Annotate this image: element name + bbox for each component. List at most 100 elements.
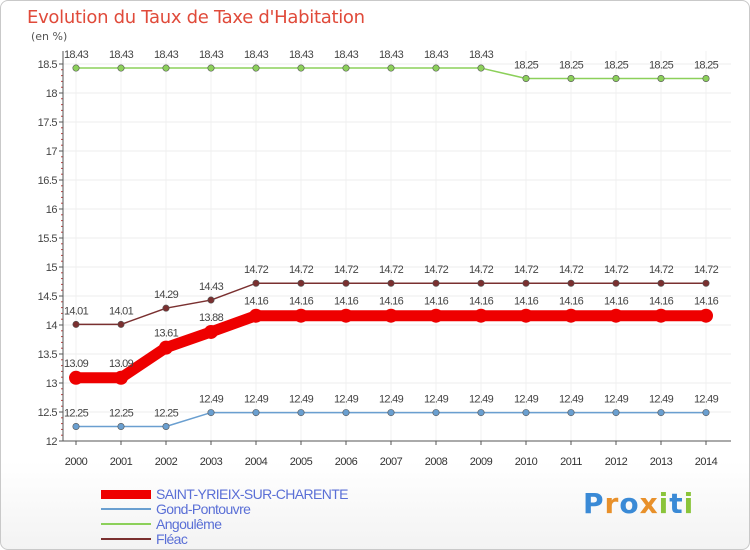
data-point (657, 409, 665, 417)
data-label: 14.16 (469, 296, 494, 308)
data-label: 14.16 (694, 296, 719, 308)
y-tick-label: 13 (46, 378, 58, 390)
data-point (564, 308, 578, 323)
data-label: 18.43 (244, 49, 269, 61)
data-point (429, 308, 443, 323)
data-point (252, 279, 260, 287)
data-label: 14.72 (559, 264, 584, 276)
data-label: 18.43 (469, 49, 494, 61)
data-label: 12.49 (289, 394, 314, 406)
y-tick-label: 12.5 (38, 407, 58, 419)
data-point (72, 422, 80, 430)
data-point (72, 320, 80, 328)
data-point (522, 409, 530, 417)
data-point (207, 64, 215, 72)
data-label: 13.09 (109, 358, 134, 370)
data-label: 14.01 (109, 305, 134, 317)
data-point (387, 279, 395, 287)
x-tick-label: 2013 (650, 456, 673, 468)
legend-swatch (101, 538, 151, 540)
x-tick-label: 2004 (245, 456, 268, 468)
data-point (204, 324, 218, 339)
data-label: 18.43 (199, 49, 224, 61)
proxiti-logo: Proxiti (583, 487, 695, 520)
data-label: 13.09 (64, 358, 89, 370)
legend-swatch (101, 523, 151, 525)
data-label: 18.25 (514, 60, 539, 72)
data-point (342, 279, 350, 287)
data-label: 14.16 (559, 296, 584, 308)
x-tick-label: 2008 (425, 456, 448, 468)
data-label: 12.49 (244, 394, 269, 406)
data-point (609, 308, 623, 323)
data-label: 18.43 (424, 49, 449, 61)
data-label: 14.16 (514, 296, 539, 308)
data-label: 18.43 (154, 49, 179, 61)
data-point (522, 279, 530, 287)
legend-item-angouleme: Angoulême (101, 516, 401, 532)
data-label: 14.01 (64, 305, 89, 317)
data-point (567, 75, 575, 83)
data-point (612, 279, 620, 287)
data-point (612, 75, 620, 83)
data-label: 13.88 (199, 312, 224, 324)
data-point (702, 279, 710, 287)
data-point (162, 422, 170, 430)
legend-swatch (101, 490, 151, 499)
x-tick-label: 2012 (605, 456, 628, 468)
x-tick-label: 2014 (695, 456, 718, 468)
data-label: 14.72 (649, 264, 674, 276)
data-label: 14.29 (154, 289, 179, 301)
y-tick-label: 14 (46, 320, 58, 332)
data-label: 12.49 (199, 394, 224, 406)
y-axis-unit: (en %) (31, 30, 68, 43)
data-point (387, 409, 395, 417)
legend: SAINT-YRIEIX-SUR-CHARENTE Gond-Pontouvre… (101, 486, 401, 547)
y-tick-label: 17 (46, 146, 58, 158)
data-point (477, 279, 485, 287)
legend-item-fleac: Fléac (101, 531, 401, 547)
x-tick-label: 2005 (290, 456, 313, 468)
y-tick-label: 18 (46, 88, 58, 100)
y-tick-label: 14.5 (38, 291, 58, 303)
data-label: 18.43 (64, 49, 89, 61)
x-tick-label: 2007 (380, 456, 403, 468)
data-label: 12.49 (469, 394, 494, 406)
data-label: 18.25 (559, 60, 584, 72)
y-tick-label: 16 (46, 204, 58, 216)
data-label: 14.72 (514, 264, 539, 276)
data-label: 18.25 (649, 60, 674, 72)
data-label: 18.25 (604, 60, 629, 72)
data-point (657, 75, 665, 83)
data-point (654, 308, 668, 323)
x-tick-label: 2010 (515, 456, 538, 468)
data-point (117, 64, 125, 72)
data-point (477, 64, 485, 72)
y-tick-label: 17.5 (38, 117, 58, 129)
y-tick-label: 12 (46, 436, 58, 448)
y-tick-label: 13.5 (38, 349, 58, 361)
data-point (522, 75, 530, 83)
data-point (699, 308, 713, 323)
data-point (339, 308, 353, 323)
data-label: 12.25 (64, 408, 89, 420)
data-label: 12.49 (334, 394, 359, 406)
plot-area (63, 51, 731, 441)
data-label: 14.16 (244, 296, 269, 308)
data-point (474, 308, 488, 323)
legend-item-saint-yrieix: SAINT-YRIEIX-SUR-CHARENTE (101, 486, 401, 502)
data-point (249, 308, 263, 323)
data-label: 18.43 (109, 49, 134, 61)
x-tick-label: 2003 (200, 456, 223, 468)
x-tick-label: 2000 (65, 456, 88, 468)
data-point (207, 409, 215, 417)
data-point (612, 409, 620, 417)
data-label: 14.16 (649, 296, 674, 308)
data-label: 14.16 (424, 296, 449, 308)
legend-label: Fléac (156, 531, 188, 547)
data-label: 14.43 (199, 281, 224, 293)
data-label: 13.61 (154, 328, 179, 340)
data-point (342, 409, 350, 417)
data-point (567, 409, 575, 417)
